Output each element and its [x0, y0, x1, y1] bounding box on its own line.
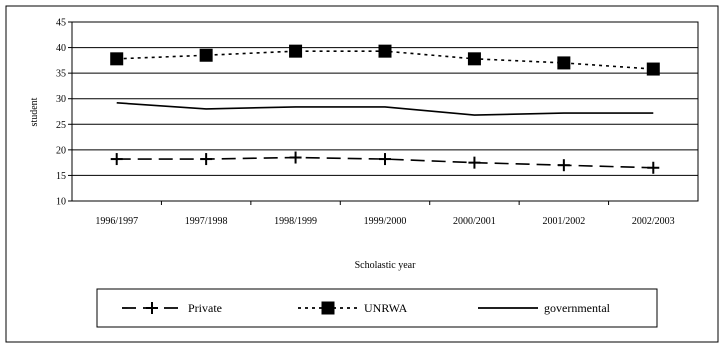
plus-marker	[379, 153, 391, 166]
series-governmental	[116, 102, 654, 116]
legend-item-governmental: governmental	[478, 301, 611, 315]
plus-marker	[146, 302, 158, 314]
legend: Private UNRWA governmental	[96, 288, 658, 328]
x-tick-label: 1998/1999	[274, 216, 317, 227]
x-tick-label: 2000/2001	[453, 216, 496, 227]
series-private	[110, 151, 660, 174]
plot-frame	[71, 21, 699, 202]
square-marker	[199, 48, 213, 62]
series-group	[110, 44, 660, 174]
plus-marker	[110, 153, 123, 166]
x-tick-label: 1996/1997	[95, 216, 138, 227]
x-axis-title: Scholastic year	[355, 260, 416, 271]
y-tick-label: 45	[56, 18, 66, 29]
x-tick-label: 2001/2002	[542, 216, 585, 227]
y-tick-label: 35	[56, 69, 66, 80]
y-axis: 10 15 20 25 30 35 40 45	[56, 18, 72, 208]
legend-label: UNRWA	[364, 301, 408, 315]
y-tick-label: 30	[56, 94, 66, 105]
legend-label: governmental	[544, 301, 611, 315]
y-tick-label: 40	[56, 43, 66, 54]
x-tick-label: 1999/2000	[364, 216, 407, 227]
square-marker	[646, 62, 660, 76]
y-tick-label: 25	[56, 120, 66, 131]
plus-marker	[200, 153, 213, 166]
plus-marker	[289, 151, 302, 164]
legend-label: Private	[188, 301, 222, 315]
plus-marker	[647, 161, 660, 174]
y-axis-title: student	[29, 97, 40, 126]
square-marker	[321, 301, 335, 315]
square-marker	[289, 44, 303, 58]
plus-marker	[468, 156, 481, 169]
chart-frame	[5, 5, 719, 343]
square-marker	[557, 56, 571, 70]
square-marker	[467, 52, 481, 66]
plus-marker	[557, 159, 570, 172]
square-marker	[378, 44, 392, 58]
square-marker	[110, 52, 124, 66]
legend-item-unrwa: UNRWA	[298, 301, 408, 315]
y-tick-label: 15	[56, 171, 66, 182]
series-line	[116, 102, 654, 116]
y-tick-label: 10	[56, 197, 66, 208]
y-tick-label: 20	[56, 145, 66, 156]
x-axis: 1996/1997 1997/1998 1998/1999 1999/2000 2000…	[95, 201, 675, 227]
legend-item-private: Private	[122, 301, 222, 315]
series-unrwa	[110, 44, 660, 76]
legend-box	[96, 288, 658, 328]
x-tick-label: 2002/2003	[632, 216, 675, 227]
x-tick-label: 1997/1998	[185, 216, 228, 227]
